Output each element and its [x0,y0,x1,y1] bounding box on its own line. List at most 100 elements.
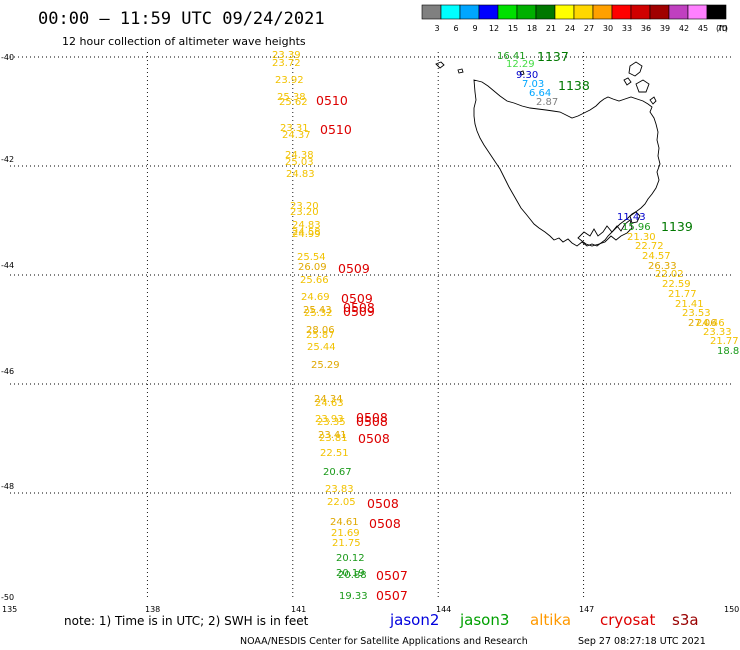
wave-height-label: 22.72 [635,241,664,252]
longitude-tick-label: 144 [436,605,451,614]
legend-tick-label: 6 [453,24,458,33]
legend-swatch [592,4,613,20]
legend-tick-label: 27 [584,24,594,33]
legend-tick-label: 18 [527,24,537,33]
legend-swatch [649,4,670,20]
wave-height-label: 25.32 [304,308,333,319]
wave-height-label: 24.46 [696,318,725,329]
pass-times: 0510051005090509050805090508050805080508… [316,49,693,603]
wave-height-label: 15.96 [622,222,651,233]
graticule: -40 -42 -44 -46 -48 -50 135 138 141 144 147 150 [1,52,739,614]
wave-height-label: 27.06 [688,318,717,329]
wave-height-label: 18.87 [717,346,740,357]
satellite-name-altika: altika [530,611,571,629]
wave-height-label: 24.99 [292,229,321,240]
legend-swatch [687,4,708,20]
latitude-tick-label: -44 [1,261,14,270]
pass-time-label: 0509 [338,261,370,276]
legend-unit: (ft) [716,24,728,33]
pass-time-label: 0508 [358,431,390,446]
wave-height-label: 23.20 [290,201,319,212]
legend-tick-label: 39 [660,24,670,33]
wave-height-label: 24.37 [282,130,311,141]
wave-height-label: 23.53 [682,308,711,319]
legend-tick-label: 24 [565,24,575,33]
wave-height-label: 25.38 [277,92,306,103]
longitude-tick-label: 135 [2,605,17,614]
legend-tick-label: 45 [698,24,708,33]
wave-height-label: 20.19 [336,568,365,579]
wave-height-label: 21.69 [331,528,360,539]
wave-height-label: 22.59 [662,279,691,290]
latitude-tick-label: -42 [1,155,14,164]
legend-tick-label: 21 [546,24,556,33]
pass-time-label: 0510 [316,93,348,108]
wave-height-label: 22.02 [655,269,684,280]
wave-height-label: 24.61 [330,517,359,528]
latitude-tick-label: -48 [1,482,14,491]
tasmania-coastline [435,61,661,247]
legend-swatch [630,4,651,20]
wave-height-label: 2.87 [536,97,558,108]
pass-time-label: 0508 [356,414,388,429]
wave-height-label: 20.12 [336,553,365,564]
wave-height-label: 26.09 [298,262,327,273]
credit-line: NOAA/NESDIS Center for Satellite Applica… [240,636,528,647]
pass-time-label: 0508 [367,496,399,511]
pass-time-label: 0509 [343,304,375,319]
legend-swatch [497,4,518,20]
longitude-tick-label: 147 [579,605,594,614]
legend-swatch [573,4,594,20]
legend-tick-label: 9 [472,24,477,33]
legend-swatch [535,4,556,20]
legend-tick-label: 30 [603,24,613,33]
legend-tick-label: 12 [489,24,499,33]
wave-height-label: 24.38 [285,150,314,161]
pass-time-label: 0507 [376,568,408,583]
legend-tick-label: 15 [508,24,518,33]
wave-height-label: 23.35 [317,417,346,428]
legend-swatch [706,4,727,20]
latitude-tick-label: -50 [1,593,14,602]
pass-time-label: 0510 [320,122,352,137]
wave-height-label: 24.83 [292,220,321,231]
latitude-tick-label: -46 [1,367,14,376]
wave-height-label: 21.41 [675,299,704,310]
wave-height-label: 25.62 [279,97,308,108]
wave-height-label: 23.20 [290,207,319,218]
longitude-tick-label: 141 [291,605,306,614]
wave-height-label: 23.31 [280,123,309,134]
wave-height-label: 7.03 [522,79,544,90]
wave-height-label: 25.29 [311,360,340,371]
wave-height-label: 25.87 [306,330,335,341]
wave-height-label: 24.34 [314,394,343,405]
legend-swatch [440,4,461,20]
wave-height-label: 23.41 [318,430,347,441]
wave-height-label: 24.69 [301,292,330,303]
legend-tick-label: 3 [434,24,439,33]
legend-tick-label: 36 [641,24,651,33]
wave-height-label: 25.54 [297,252,326,263]
color-legend: 3 6 9 12 15 18 21 24 27 30 33 36 39 42 45 70 [421,4,727,33]
wave-height-label: 23.93 [315,414,344,425]
wave-height-label: 23.81 [319,433,348,444]
wave-height-label: 21.75 [332,538,361,549]
wave-height-label: 25.03 [285,157,314,168]
wave-height-label: 28.06 [306,325,335,336]
satellite-name-s3a: s3a [672,611,699,629]
satellite-name-jason3: jason3 [459,611,509,629]
pass-time-label: 0509 [341,291,373,306]
wave-height-label: 20.88 [338,570,367,581]
legend-swatch [516,4,537,20]
wave-height-label: 22.51 [320,448,349,459]
footer-note: note: 1) Time is in UTC; 2) SWH is in fe… [64,614,309,628]
legend-tick-label: 33 [622,24,632,33]
wave-height-label: 23.92 [275,75,304,86]
legend-swatch [554,4,575,20]
wave-height-label: 24.58 [292,227,321,238]
legend-swatch [611,4,632,20]
wave-height-label: 23.33 [703,327,732,338]
satellite-name-jason2: jason2 [389,611,439,629]
